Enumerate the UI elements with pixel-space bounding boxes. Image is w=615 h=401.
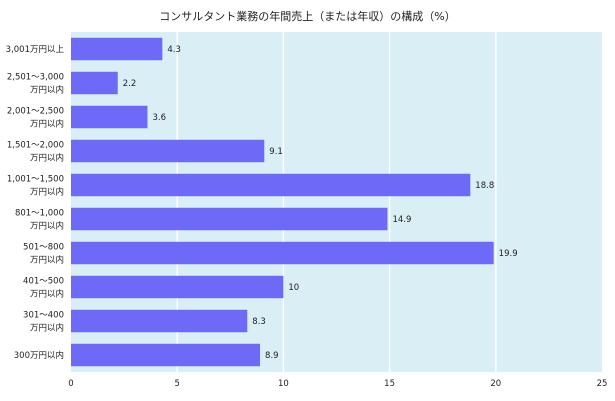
bar — [71, 140, 264, 162]
data-label: 9.1 — [269, 147, 283, 157]
data-label: 2.2 — [123, 79, 137, 89]
category-label: 万円以内 — [30, 323, 64, 334]
data-label: 8.3 — [252, 317, 266, 327]
category-label: 501～800 — [23, 243, 64, 253]
data-label: 18.8 — [475, 181, 494, 191]
category-label: 万円以内 — [30, 187, 64, 198]
category-label: 301～400 — [23, 311, 64, 321]
bar — [71, 106, 147, 128]
category-label: 1,501～2,000 — [7, 141, 64, 151]
bar — [71, 276, 283, 298]
data-label: 3.6 — [152, 113, 166, 123]
category-label: 万円以内 — [30, 119, 64, 130]
bar — [71, 72, 118, 94]
x-tick-label: 15 — [384, 379, 395, 389]
bar — [71, 38, 162, 60]
bar — [71, 208, 387, 230]
category-label: 万円以内 — [30, 153, 64, 164]
x-tick-label: 25 — [597, 379, 608, 389]
category-label: 801～1,000 — [15, 209, 64, 219]
data-label: 14.9 — [392, 215, 411, 225]
x-tick-label: 20 — [490, 379, 501, 389]
x-tick-label: 5 — [174, 379, 179, 389]
bar — [71, 242, 494, 264]
category-label: 1,001～1,500 — [7, 175, 64, 185]
category-label: 万円以内 — [30, 221, 64, 232]
bar — [71, 344, 260, 366]
x-tick-label: 10 — [278, 379, 289, 389]
category-label: 2,501～3,000 — [7, 73, 64, 83]
category-label: 3,001万円以上 — [6, 45, 65, 55]
data-label: 4.3 — [167, 45, 181, 55]
category-label: 300万円以内 — [14, 350, 64, 361]
category-label: 2,001～2,500 — [7, 107, 64, 117]
data-label: 19.9 — [499, 249, 518, 259]
category-label: 万円以内 — [30, 289, 64, 300]
bar — [71, 310, 247, 332]
category-label: 401～500 — [23, 277, 64, 287]
data-label: 10 — [288, 283, 299, 293]
category-label: 万円以内 — [30, 85, 64, 96]
data-label: 8.9 — [265, 351, 279, 361]
x-tick-label: 0 — [68, 379, 73, 389]
bar — [71, 174, 470, 196]
category-label: 万円以内 — [30, 255, 64, 266]
